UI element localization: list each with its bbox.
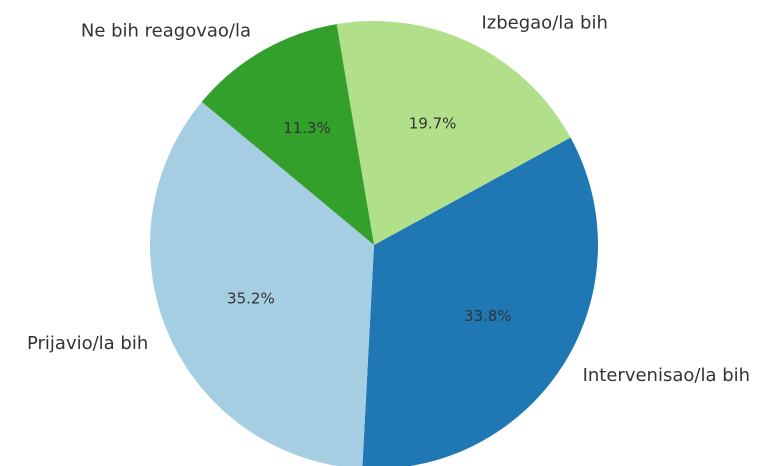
value-label: 35.2% (227, 289, 275, 307)
slice-label: Intervenisao/la bih (583, 365, 750, 386)
slice-label: Prijavio/la bih (27, 333, 148, 354)
slice-label: Ne bih reagovao/la (81, 20, 251, 41)
pie-slice (201, 24, 374, 246)
pie-slice (150, 101, 374, 466)
pie-slice (336, 20, 571, 246)
value-label: 11.3% (283, 119, 331, 137)
value-label: 19.7% (409, 115, 457, 133)
value-label: 33.8% (464, 307, 512, 325)
pie-slice (362, 137, 598, 466)
slice-label: Izbegao/la bih (481, 12, 607, 33)
